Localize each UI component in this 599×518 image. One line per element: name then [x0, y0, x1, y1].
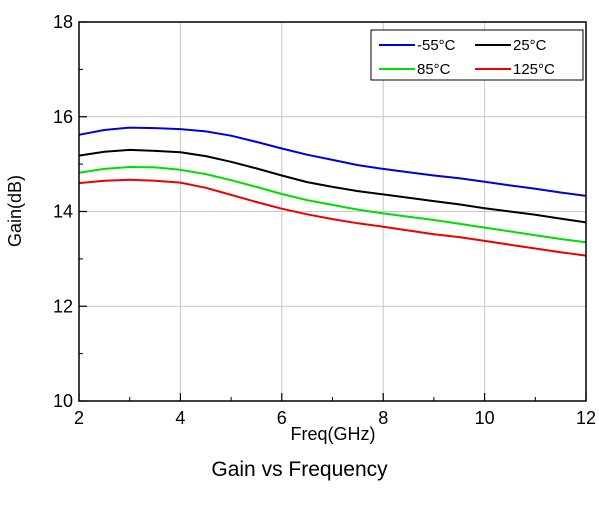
y-tick-label: 12: [53, 296, 73, 316]
x-axis-title: Freq(GHz): [291, 424, 376, 444]
figure-caption: Gain vs Frequency: [211, 458, 388, 481]
y-tick-label: 10: [53, 391, 73, 411]
y-tick-label: 16: [53, 107, 73, 127]
series-line: [78, 126, 587, 197]
series-line: [78, 178, 587, 257]
x-tick-label: 12: [576, 408, 596, 428]
x-tick-label: 4: [175, 408, 185, 428]
series-line: [78, 148, 587, 224]
legend-box: [370, 29, 584, 81]
legend-label: 85°C: [417, 61, 451, 78]
x-tick-label: 2: [74, 408, 84, 428]
legend-label: -55°C: [417, 37, 456, 54]
series-lines: [78, 126, 587, 257]
y-tick-label: 18: [53, 12, 73, 32]
axis-ticks: [78, 21, 587, 402]
gain-chart: 2 4 6 8 10 12 10 12 14 16 18 Freq(GHz) Gain(dB) -5…: [5, 12, 596, 444]
y-axis-title: Gain(dB): [5, 175, 25, 247]
x-tick-label: 8: [378, 408, 388, 428]
y-tick-label: 14: [53, 202, 73, 222]
legend: -55°C 25°C 85°C 125°C: [370, 29, 584, 81]
legend-label: 25°C: [513, 37, 547, 54]
legend-label: 125°C: [513, 61, 555, 78]
x-tick-label: 10: [475, 408, 495, 428]
tick-labels: 2 4 6 8 10 12 10 12 14 16 18: [53, 12, 596, 428]
x-tick-label: 6: [277, 408, 287, 428]
series-line: [78, 166, 587, 244]
